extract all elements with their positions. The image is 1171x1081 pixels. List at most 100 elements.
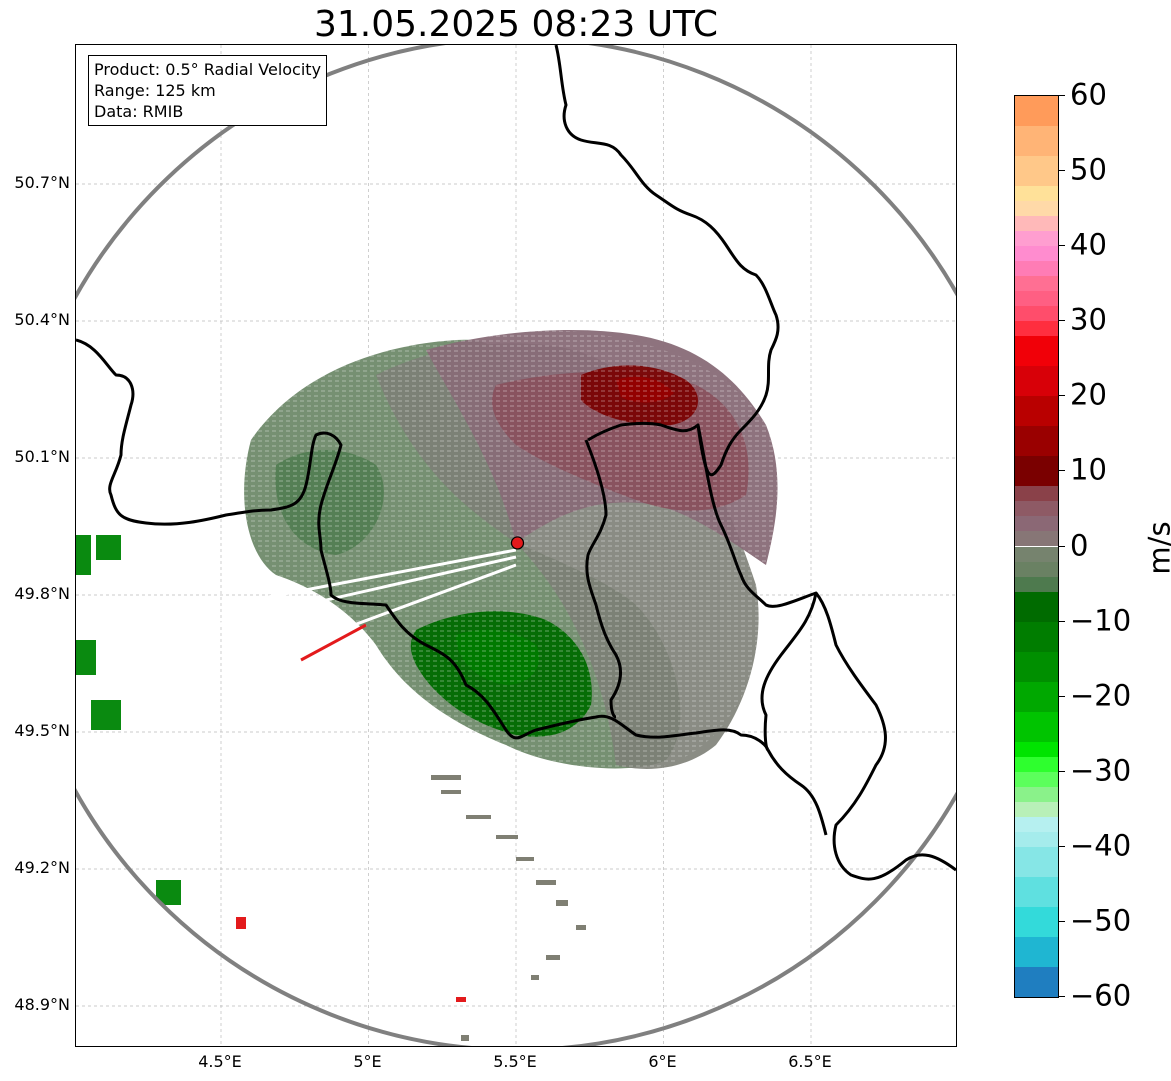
colorbar-segment (1015, 621, 1058, 652)
colorbar-segment (1015, 231, 1058, 247)
border-west (76, 338, 770, 751)
colorbar-segment (1015, 336, 1058, 367)
lat-tick-label: 48.9°N (14, 995, 70, 1014)
colorbar-tickmark (1058, 245, 1065, 247)
clutter-blobs (76, 535, 246, 929)
colorbar-tick-label: 10 (1070, 452, 1107, 487)
colorbar-segment (1015, 756, 1058, 772)
colorbar-segment (1015, 681, 1058, 712)
lon-tick-label: 6°E (648, 1052, 677, 1071)
colorbar-tickmark (1058, 845, 1065, 847)
colorbar-segment (1015, 711, 1058, 742)
colorbar-segment (1015, 651, 1058, 682)
colorbar-segment (1015, 741, 1058, 757)
colorbar-unit-label: m/s (1142, 521, 1171, 575)
colorbar-segment (1015, 771, 1058, 787)
info-source: Data: RMIB (94, 102, 184, 121)
colorbar-tickmark (1058, 320, 1065, 322)
colorbar-segment (1015, 486, 1058, 502)
colorbar-segment (1015, 306, 1058, 322)
colorbar-segment (1015, 546, 1058, 562)
border-lux-west (584, 439, 623, 719)
colorbar-tick-label: −20 (1070, 678, 1132, 713)
colorbar-segment (1015, 291, 1058, 307)
lat-tick-label: 49.5°N (14, 721, 70, 740)
beam-streaks (215, 548, 517, 667)
colorbar-tickmark (1058, 920, 1065, 922)
colorbar-tickmark (1058, 620, 1065, 622)
colorbar-tick-label: 0 (1070, 528, 1089, 562)
colorbar-segment (1015, 246, 1058, 262)
colorbar-segment (1015, 576, 1058, 592)
colorbar-segment (1015, 876, 1058, 907)
colorbar-segment (1015, 201, 1058, 217)
colorbar-tick-label: −40 (1070, 828, 1132, 863)
colorbar-tickmark (1058, 95, 1065, 96)
border-north-east (554, 45, 780, 477)
lat-tick-label: 50.4°N (14, 310, 70, 329)
colorbar-tickmark (1058, 695, 1065, 697)
colorbar-segment (1015, 516, 1058, 532)
info-box: Product: 0.5° Radial Velocity Range: 125… (88, 55, 328, 126)
radar-map-canvas (76, 45, 956, 1046)
colorbar-tickmark (1058, 470, 1065, 472)
colorbar-tick-label: −10 (1070, 603, 1132, 638)
colorbar-tickmark (1058, 395, 1065, 397)
colorbar-segment (1015, 156, 1058, 187)
lon-tick-label: 6.5°E (788, 1052, 832, 1071)
colorbar-tick-label: 60 (1070, 77, 1107, 112)
border-luxembourg (587, 422, 818, 752)
colorbar-segment (1015, 126, 1058, 157)
info-range: Range: 125 km (94, 81, 216, 100)
colorbar-tickmark (1058, 996, 1065, 997)
lat-tick-label: 50.7°N (14, 173, 70, 192)
lon-tick-label: 5.5°E (493, 1052, 537, 1071)
colorbar-tick-label: −50 (1070, 903, 1132, 938)
colorbar-segment (1015, 96, 1058, 127)
colorbar-segment (1015, 801, 1058, 817)
lat-tick-label: 50.1°N (14, 447, 70, 466)
colorbar-segment (1015, 366, 1058, 397)
colorbar-segment (1015, 426, 1058, 457)
clutter-streaks (431, 775, 586, 1041)
colorbar-segment (1015, 591, 1058, 622)
colorbar-tick-label: 20 (1070, 377, 1107, 412)
colorbar-segment (1015, 216, 1058, 232)
colorbar-tickmark (1058, 770, 1065, 772)
colorbar-segment (1015, 501, 1058, 517)
colorbar-segment (1015, 186, 1058, 202)
lat-tick-label: 49.2°N (14, 858, 70, 877)
colorbar-segment (1015, 846, 1058, 877)
colorbar-segment (1015, 816, 1058, 832)
colorbar-tickmark (1058, 170, 1065, 172)
colorbar-tick-label: −30 (1070, 753, 1132, 788)
radar-site-marker[interactable] (510, 536, 525, 550)
colorbar-segment (1015, 396, 1058, 427)
colorbar-segment (1015, 936, 1058, 967)
colorbar-tick-label: 30 (1070, 302, 1107, 337)
border-east (814, 592, 956, 881)
colorbar-segment (1015, 261, 1058, 277)
colorbar-tick-label: 50 (1070, 152, 1107, 187)
lon-tick-label: 5°E (353, 1052, 382, 1071)
colorbar-tickmark (1058, 545, 1065, 547)
colorbar-segment (1015, 456, 1058, 487)
map-title: 31.05.2025 08:23 UTC (313, 4, 719, 45)
colorbar-segment (1015, 831, 1058, 847)
colorbar-segment (1015, 561, 1058, 577)
colorbar-segment (1015, 786, 1058, 802)
velocity-echoes (76, 329, 782, 1041)
colorbar-segment (1015, 276, 1058, 292)
velocity-colorbar (1014, 95, 1059, 998)
colorbar-segment (1015, 906, 1058, 937)
lon-tick-label: 4.5°E (198, 1052, 242, 1071)
colorbar-segment (1015, 321, 1058, 337)
colorbar-tick-label: −60 (1070, 978, 1132, 1013)
colorbar-segment (1015, 966, 1058, 997)
lat-tick-label: 49.8°N (14, 584, 70, 603)
colorbar-tick-label: 40 (1070, 227, 1107, 262)
radar-map[interactable] (75, 44, 957, 1047)
info-product: Product: 0.5° Radial Velocity (94, 60, 322, 79)
colorbar-segment (1015, 531, 1058, 547)
border-east-2 (766, 749, 828, 836)
